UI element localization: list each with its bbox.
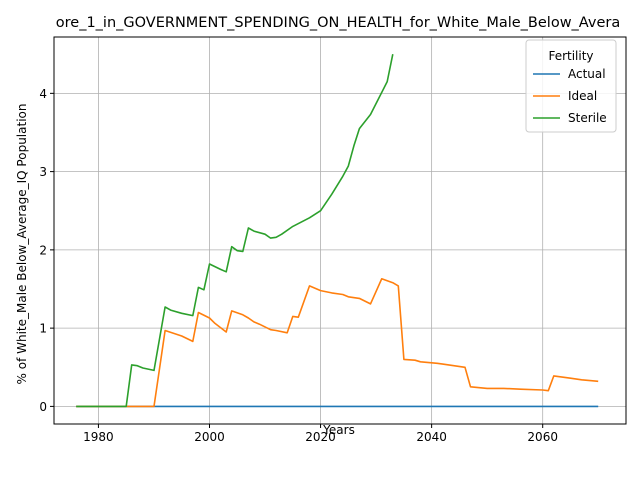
legend-label-actual: Actual	[568, 67, 606, 81]
x-tick-label: 2020	[305, 430, 336, 444]
tick-layer: 1980 2000 2020 2040 2060 0 1 2 3 4	[39, 87, 558, 444]
x-tick-label: 2040	[416, 430, 447, 444]
x-tick-label: 2000	[194, 430, 225, 444]
legend: Fertility Actual Ideal Sterile	[525, 39, 617, 133]
y-tick-label: 1	[39, 322, 47, 336]
y-tick-label: 2	[39, 243, 47, 257]
x-tick-label: 2060	[527, 430, 558, 444]
legend-label-ideal: Ideal	[568, 89, 597, 103]
series-line-ideal	[76, 278, 599, 408]
legend-title: Fertility	[548, 49, 593, 63]
y-tick-label: 4	[39, 87, 47, 101]
y-tick-label: 3	[39, 165, 47, 179]
chart-title: ore_1_in_GOVERNMENT_SPENDING_ON_HEALTH_f…	[56, 15, 620, 31]
series-layer	[76, 54, 599, 408]
series-line-sterile	[76, 54, 394, 408]
legend-box	[525, 39, 617, 133]
plot-frame	[53, 36, 627, 425]
legend-items: Actual Ideal Sterile	[533, 67, 607, 125]
y-axis-label: % of White_Male Below_Average_IQ Populat…	[15, 104, 29, 385]
y-tick-label: 0	[39, 400, 47, 414]
x-tick-label: 1980	[83, 430, 114, 444]
legend-label-sterile: Sterile	[568, 111, 607, 125]
x-axis-label: Years	[322, 423, 355, 437]
